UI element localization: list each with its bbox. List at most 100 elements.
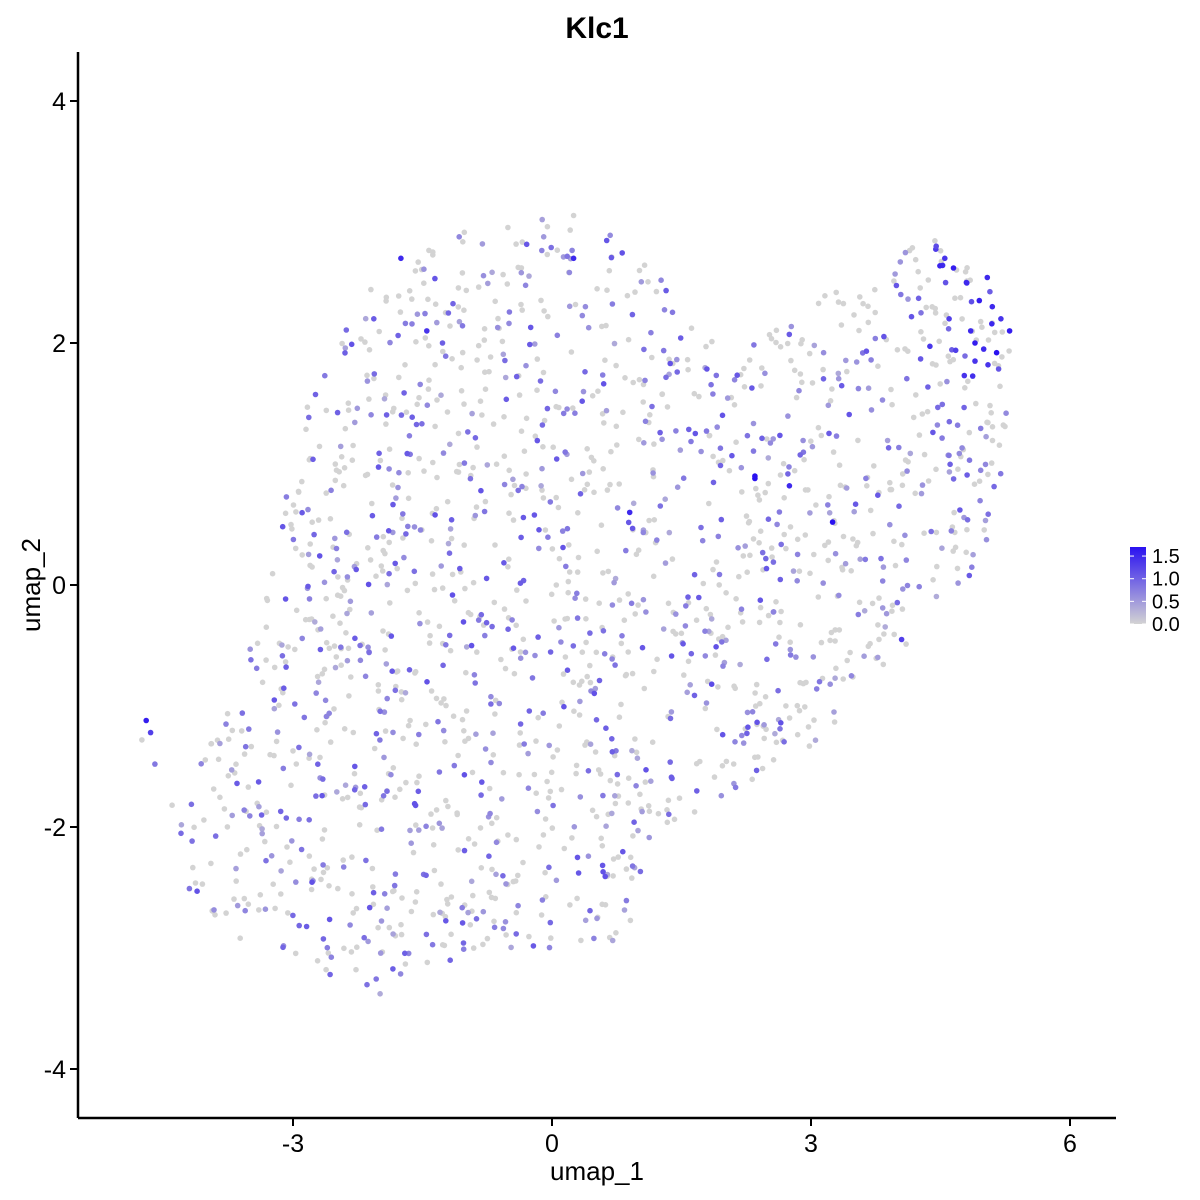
cell-point xyxy=(846,411,852,418)
cell-point xyxy=(500,351,507,358)
cell-point xyxy=(950,476,957,482)
cell-point xyxy=(342,350,348,356)
cell-point xyxy=(777,472,784,478)
cell-point xyxy=(706,500,712,507)
cell-point xyxy=(900,586,906,592)
cell-point xyxy=(680,641,686,647)
cell-point xyxy=(366,347,373,353)
cell-point xyxy=(326,916,333,923)
cell-point xyxy=(876,636,882,643)
cell-point xyxy=(439,825,445,831)
cell-point xyxy=(448,894,455,900)
cell-point xyxy=(544,223,551,230)
cell-point xyxy=(747,552,753,559)
cell-point xyxy=(556,723,563,729)
cell-point xyxy=(703,700,710,706)
cell-point xyxy=(211,907,217,913)
cell-point xyxy=(703,343,709,350)
cell-point xyxy=(312,391,319,398)
cell-point xyxy=(547,649,554,655)
cell-point xyxy=(299,552,306,558)
cell-point xyxy=(324,865,331,871)
cell-point xyxy=(306,414,312,421)
cell-point xyxy=(319,792,325,799)
cell-point xyxy=(944,378,950,385)
cell-point xyxy=(356,822,363,828)
cell-point xyxy=(316,553,323,559)
cell-point xyxy=(899,541,905,548)
cell-point xyxy=(350,910,357,916)
cell-point xyxy=(357,642,363,649)
cell-point xyxy=(881,333,887,340)
cell-point xyxy=(413,339,419,345)
cell-point xyxy=(519,239,526,245)
cell-point xyxy=(307,541,314,547)
cell-point xyxy=(548,935,554,941)
cell-point xyxy=(757,597,764,603)
cell-point xyxy=(692,430,699,437)
cell-point xyxy=(263,809,270,815)
cell-point xyxy=(753,681,760,688)
cell-point xyxy=(758,383,764,389)
plot-title: Klc1 xyxy=(565,12,628,45)
cell-point xyxy=(641,346,647,353)
cell-point xyxy=(796,707,803,714)
cell-point xyxy=(457,565,463,572)
cell-point xyxy=(353,966,359,973)
cell-point xyxy=(984,419,990,426)
cell-point xyxy=(777,726,783,732)
cell-point xyxy=(398,696,405,703)
cell-point xyxy=(285,644,291,650)
cell-point xyxy=(490,421,497,427)
cell-point xyxy=(402,950,408,957)
cell-point xyxy=(794,702,801,709)
cell-point xyxy=(487,354,494,360)
cell-point xyxy=(661,307,668,313)
cell-point xyxy=(224,710,231,717)
cell-point xyxy=(850,536,856,542)
cell-point xyxy=(649,354,655,361)
cell-point xyxy=(915,268,921,275)
cell-point xyxy=(708,381,714,388)
cell-point xyxy=(344,657,351,664)
cell-point xyxy=(947,358,953,365)
cell-point xyxy=(969,564,975,570)
cell-point xyxy=(592,749,599,755)
cell-point xyxy=(718,516,725,523)
cell-point xyxy=(982,461,989,468)
cell-point xyxy=(486,889,493,896)
cell-point xyxy=(309,879,315,885)
cell-point xyxy=(506,510,512,516)
cell-point xyxy=(362,801,369,808)
cell-point xyxy=(518,301,524,308)
cell-point xyxy=(811,342,818,349)
cell-point xyxy=(364,378,371,384)
cell-point xyxy=(544,251,551,258)
cell-point xyxy=(601,420,607,426)
cell-point xyxy=(510,517,517,523)
cell-point xyxy=(421,280,427,287)
cell-point xyxy=(591,935,597,942)
cell-point xyxy=(710,453,716,460)
cell-point xyxy=(389,668,396,674)
cell-point xyxy=(526,708,533,714)
cell-point xyxy=(664,819,671,826)
cell-point xyxy=(479,779,485,785)
cell-point xyxy=(651,668,657,675)
cell-point xyxy=(263,624,270,630)
cell-point xyxy=(576,712,583,718)
cell-point xyxy=(548,769,555,776)
cell-point xyxy=(717,462,724,469)
cell-point xyxy=(225,736,232,742)
cell-point xyxy=(820,366,826,373)
cell-point xyxy=(256,803,262,810)
cell-point xyxy=(730,761,737,767)
cell-point xyxy=(855,385,862,392)
cell-point xyxy=(432,512,438,518)
cell-point xyxy=(553,494,559,501)
cell-point xyxy=(573,762,580,769)
cell-point xyxy=(515,902,521,909)
cell-point xyxy=(399,895,405,901)
cell-point xyxy=(390,966,396,972)
cell-point xyxy=(756,497,763,503)
